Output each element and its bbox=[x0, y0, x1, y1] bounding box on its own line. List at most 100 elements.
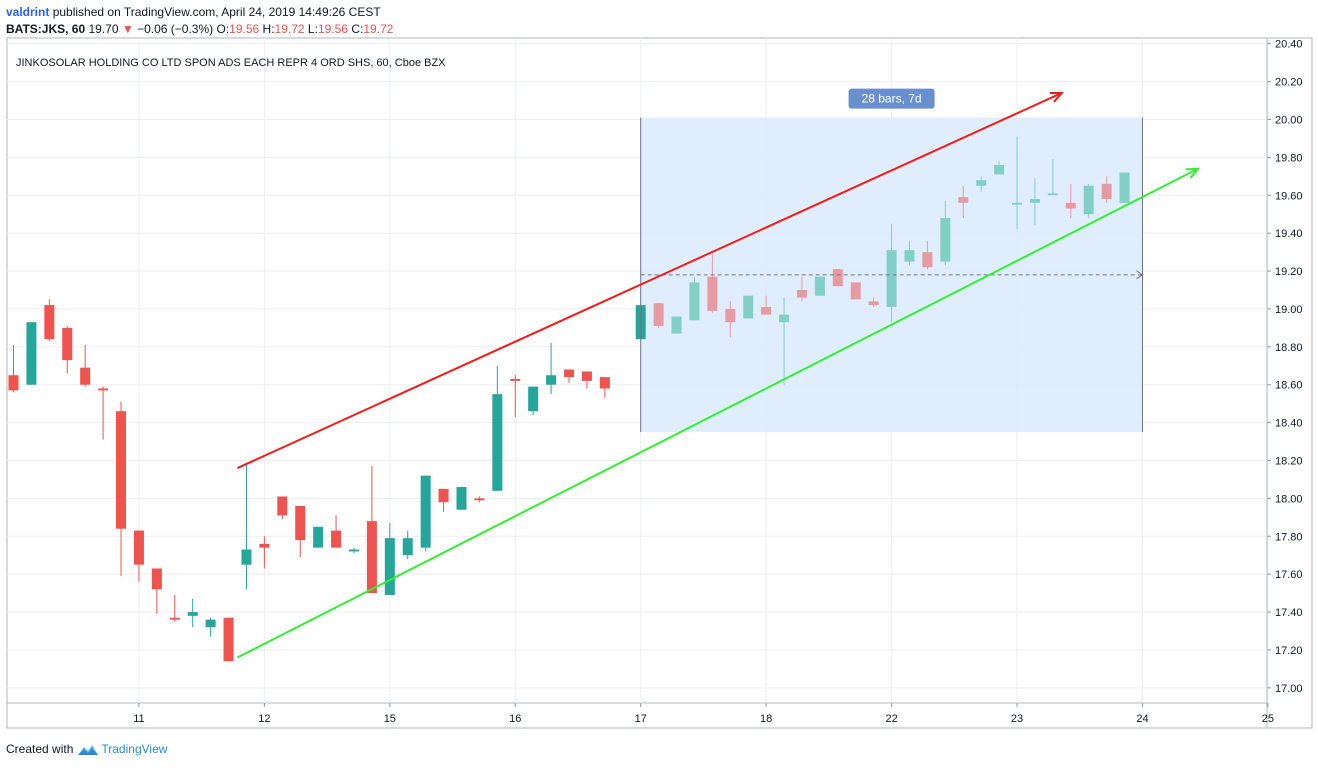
price-tick-label: 20.40 bbox=[1275, 39, 1303, 51]
candle-body bbox=[169, 617, 180, 620]
footer: Created with TradingView bbox=[6, 742, 167, 756]
candle-body bbox=[98, 388, 109, 391]
candle-body bbox=[26, 322, 37, 385]
candle-body bbox=[1012, 202, 1023, 205]
candle bbox=[581, 371, 592, 389]
candle-body bbox=[384, 538, 395, 596]
candle-body bbox=[653, 303, 664, 326]
last-price: 19.70 bbox=[88, 22, 119, 36]
price-tick-label: 18.40 bbox=[1275, 418, 1303, 430]
candle bbox=[151, 568, 162, 614]
ohlc-line: BATS:JKS, 60 19.70 ▼ −0.06 (−0.3%) O:19.… bbox=[6, 21, 393, 38]
candle-body bbox=[564, 369, 575, 378]
time-axis[interactable]: 11 12 15 16 17 18 22 23 24 25 bbox=[133, 703, 1274, 725]
open-value: 19.56 bbox=[229, 22, 260, 36]
candle-body bbox=[546, 375, 557, 385]
price-tick-label: 18.20 bbox=[1275, 455, 1303, 467]
candle bbox=[868, 297, 879, 308]
candle bbox=[546, 343, 557, 395]
candle-body bbox=[779, 314, 790, 323]
candle bbox=[599, 377, 610, 398]
symbol-label: BATS:JKS, 60 bbox=[6, 22, 86, 36]
candle-body bbox=[80, 367, 91, 385]
candle bbox=[671, 316, 682, 334]
candle bbox=[689, 276, 700, 321]
green-trendline[interactable] bbox=[237, 167, 1199, 659]
candle-body bbox=[133, 530, 144, 565]
candle bbox=[1065, 183, 1076, 218]
candle-body bbox=[994, 164, 1005, 175]
candle bbox=[98, 386, 109, 440]
time-tick-label: 11 bbox=[133, 713, 144, 725]
candle bbox=[169, 595, 180, 622]
candle bbox=[958, 185, 969, 218]
candle bbox=[779, 297, 790, 385]
candle-body bbox=[241, 549, 252, 565]
candle bbox=[223, 617, 234, 662]
candle-body bbox=[331, 530, 342, 548]
candle-body bbox=[1047, 193, 1058, 196]
candle bbox=[44, 299, 55, 342]
time-tick-label: 17 bbox=[635, 713, 647, 725]
candle-body bbox=[151, 568, 162, 590]
tradingview-logo[interactable]: TradingView bbox=[77, 742, 167, 756]
candle bbox=[116, 401, 127, 577]
candle bbox=[1101, 176, 1112, 203]
range-label: 28 bars, 7d bbox=[862, 92, 922, 106]
candle-body bbox=[940, 217, 951, 262]
candle bbox=[904, 240, 915, 266]
drawings[interactable]: 28 bars, 7d bbox=[237, 88, 1201, 659]
publish-line: valdrint published on TradingView.com, A… bbox=[6, 4, 393, 21]
candle bbox=[653, 303, 664, 328]
price-tick-label: 18.00 bbox=[1275, 493, 1303, 505]
candle bbox=[1029, 178, 1040, 226]
candle-body bbox=[868, 301, 879, 306]
low-value: 19.56 bbox=[317, 22, 348, 36]
price-tick-label: 19.80 bbox=[1275, 152, 1303, 164]
tradingview-logo-icon bbox=[78, 745, 99, 755]
price-tick-label: 17.60 bbox=[1275, 569, 1303, 581]
time-tick-label: 22 bbox=[885, 713, 897, 725]
candle bbox=[832, 269, 843, 287]
candle-body bbox=[1029, 199, 1040, 203]
candle bbox=[438, 488, 449, 512]
candle-body bbox=[743, 295, 754, 319]
price-tick-label: 18.60 bbox=[1275, 380, 1303, 392]
candle-body bbox=[1065, 202, 1076, 209]
price-axis-frame bbox=[1266, 37, 1313, 729]
red-trendline[interactable] bbox=[237, 92, 1063, 469]
candle bbox=[331, 515, 342, 548]
candle bbox=[277, 496, 288, 520]
candle bbox=[8, 344, 19, 393]
price-tick-label: 19.20 bbox=[1275, 266, 1303, 278]
price-change: −0.06 (−0.3%) bbox=[137, 22, 214, 36]
price-tick-label: 19.60 bbox=[1275, 190, 1303, 202]
time-tick-label: 16 bbox=[509, 713, 521, 725]
candle-body bbox=[44, 305, 55, 340]
candle-body bbox=[707, 276, 718, 311]
candle-body bbox=[814, 276, 825, 296]
time-tick-label: 24 bbox=[1136, 713, 1148, 725]
candle-body bbox=[223, 617, 234, 662]
candle bbox=[707, 253, 718, 313]
candle bbox=[187, 598, 198, 628]
candle bbox=[510, 375, 521, 417]
candle bbox=[850, 282, 861, 300]
price-axis[interactable]: 20.40 20.20 20.00 19.80 19.60 19.40 19.20 19.00… bbox=[1267, 39, 1303, 695]
time-axis-frame bbox=[6, 702, 1268, 729]
candle-body bbox=[689, 282, 700, 321]
time-tick-label: 23 bbox=[1011, 713, 1023, 725]
candle-body bbox=[402, 538, 413, 556]
author-link[interactable]: valdrint bbox=[6, 5, 50, 19]
price-tick-label: 19.00 bbox=[1275, 304, 1303, 316]
price-chart[interactable]: 28 bars, 7d 20.40 20.20 20.00 19.80 19.60 19.… bbox=[0, 0, 1318, 740]
candle bbox=[420, 475, 431, 552]
candle-body bbox=[581, 371, 592, 381]
candle-body bbox=[671, 316, 682, 334]
candle bbox=[133, 530, 144, 582]
candle bbox=[205, 617, 216, 637]
candle-body bbox=[187, 612, 198, 616]
published-text: published on TradingView.com, April 24, … bbox=[52, 5, 381, 19]
candle bbox=[994, 161, 1005, 175]
candle bbox=[80, 344, 91, 387]
